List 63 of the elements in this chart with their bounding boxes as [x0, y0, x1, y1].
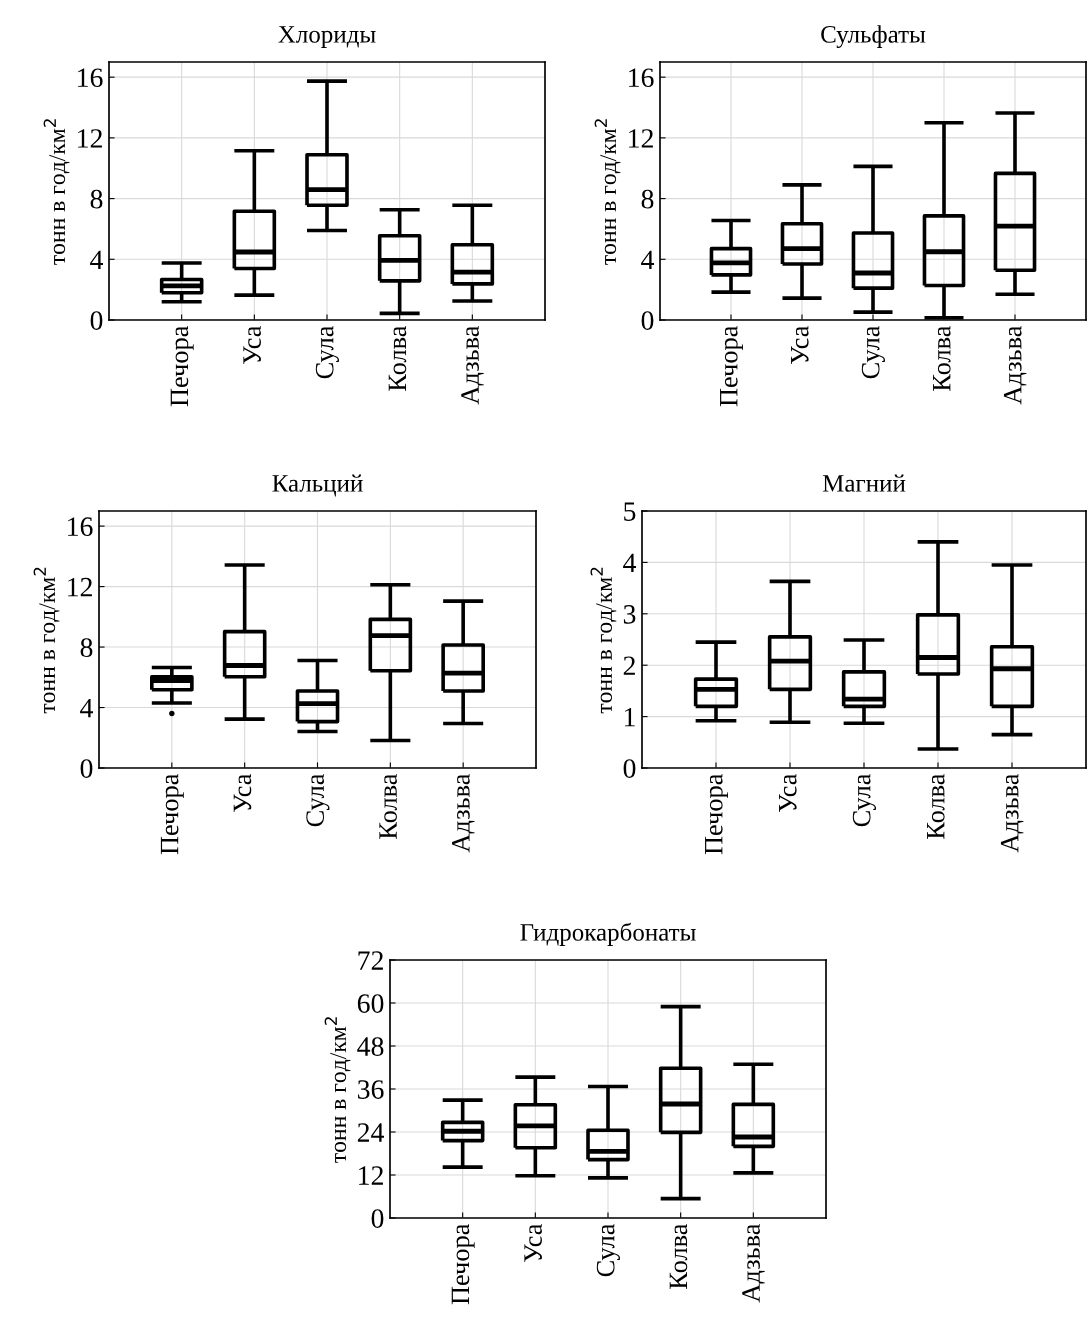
y-tick-label: 12 [68, 577, 92, 597]
y-tick-label: 8 [80, 638, 93, 657]
chart-title: Магний [822, 474, 906, 492]
x-tick-label: Сула [306, 773, 330, 827]
y-tick-label: 12 [359, 1166, 383, 1185]
chart-title: Сульфаты [821, 25, 926, 48]
y-tick-label: 24 [357, 1123, 385, 1142]
x-tick-label: Колва [379, 773, 397, 839]
x-tick-label: Печора [720, 325, 743, 407]
y-tick-label: 4 [623, 553, 637, 573]
y-tick-label: 0 [623, 759, 636, 778]
chart-title: Гидрокарбонаты [520, 922, 696, 946]
x-tick-label: Уса [243, 325, 261, 364]
x-tick-label: Печора [451, 1223, 475, 1305]
y-tick-label: 48 [357, 1037, 384, 1056]
x-tick-label: Уса [791, 325, 809, 364]
x-tick-label: Сула [315, 325, 339, 379]
x-tick-label: Адзьва [1003, 325, 1027, 405]
y-tick-label: 72 [358, 951, 383, 970]
y-tick-label: 60 [357, 994, 384, 1013]
x-tick-label: Сула [596, 1223, 620, 1277]
y-tick-label: 2 [623, 656, 635, 675]
x-tick-label: Колва [933, 325, 951, 391]
x-tick-label: Адзьва [461, 325, 484, 405]
x-tick-label: Колва [927, 773, 945, 839]
x-tick-label: Адзьва [452, 773, 475, 853]
y-tick-label: 16 [68, 517, 93, 537]
y-tick-label: 0 [80, 759, 93, 778]
chart-title: Хлориды [278, 26, 376, 48]
y-tick-label: 0 [371, 1209, 384, 1228]
x-tick-label: Печора [170, 325, 194, 407]
x-tick-label: Уса [779, 773, 797, 812]
x-tick-label: Уса [233, 773, 252, 812]
x-tick-label: Печора [705, 773, 728, 855]
x-tick-label: Печора [160, 773, 184, 855]
y-axis-title: тонн в год/км$^{2}$ [43, 119, 70, 265]
y-tick-label: 16 [629, 68, 654, 88]
y-axis-title: тонн в год/км$^{2}$ [33, 567, 60, 714]
y-tick-label: 8 [641, 189, 654, 209]
x-tick-label: Сула [861, 325, 885, 379]
y-tick-label: 36 [357, 1080, 384, 1099]
chart-title: Кальций [272, 474, 363, 497]
x-tick-label: Уса [524, 1223, 542, 1262]
y-tick-label: 3 [623, 605, 636, 624]
x-tick-label: Колва [388, 325, 407, 391]
y-tick-label: 5 [624, 502, 636, 521]
x-tick-label: Адзьва [1000, 773, 1024, 853]
y-tick-label: 16 [78, 68, 103, 88]
x-tick-label: Сула [852, 773, 876, 827]
x-tick-label: Адзьва [742, 1223, 765, 1303]
y-tick-label: 4 [641, 250, 655, 269]
y-tick-label: 0 [641, 311, 654, 330]
y-tick-label: 8 [90, 189, 103, 209]
y-tick-label: 12 [78, 129, 102, 148]
y-tick-label: 0 [90, 311, 103, 330]
y-axis-title: тонн в год/км$^{2}$ [324, 1017, 351, 1163]
y-tick-label: 1 [625, 707, 635, 727]
y-axis-title: тонн в год/км$^{2}$ [594, 119, 621, 265]
y-tick-label: 4 [90, 250, 104, 269]
y-tick-label: 4 [80, 698, 94, 718]
y-tick-label: 12 [629, 129, 653, 148]
y-axis-title: тонн в год/км$^{2}$ [590, 567, 617, 714]
x-tick-label: Колва [669, 1223, 688, 1289]
